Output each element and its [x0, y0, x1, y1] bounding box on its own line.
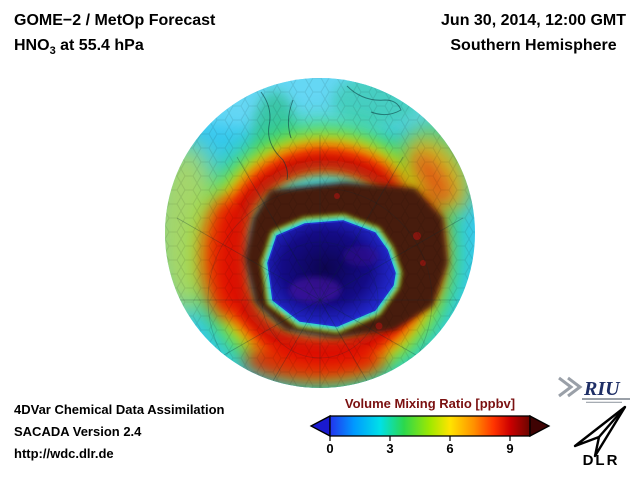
- hex-pixel-texture: [165, 78, 475, 388]
- colorbar-tick: 9: [506, 441, 514, 456]
- colorbar-gradient-bar: [329, 415, 531, 437]
- riu-underline: [582, 398, 630, 403]
- species-level-title: HNO3 at 55.4 hPa: [14, 33, 215, 64]
- plot-datetime-block: Jun 30, 2014, 12:00 GMT Southern Hemisph…: [441, 8, 626, 58]
- colorbar-label: Volume Mixing Ratio [ppbv]: [344, 396, 516, 411]
- species-prefix: HNO: [14, 37, 50, 54]
- riu-logo: RIU: [558, 376, 630, 403]
- instrument-title: GOME−2 / MetOp Forecast: [14, 12, 216, 29]
- colorbar-right-arrow: [529, 414, 551, 438]
- footer-credits: 4DVar Chemical Data Assimilation SACADA …: [14, 399, 225, 465]
- colorbar-tick: 0: [326, 441, 334, 456]
- riu-wordmark: RIU: [583, 378, 621, 400]
- credit-line: 4DVar Chemical Data Assimilation: [14, 402, 225, 417]
- dlr-logo: DLR: [573, 405, 627, 468]
- version-line: SACADA Version 2.4: [14, 424, 142, 439]
- region-text: Southern Hemisphere: [450, 37, 617, 54]
- datetime-text: Jun 30, 2014, 12:00 GMT: [441, 12, 626, 29]
- species-suffix: at 55.4 hPa: [55, 37, 144, 54]
- colorbar: [309, 414, 551, 441]
- colorbar-tick: 6: [446, 441, 454, 456]
- colorbar-left-arrow: [309, 414, 331, 438]
- dlr-wordmark: DLR: [583, 452, 620, 468]
- hemisphere-map: [165, 78, 475, 388]
- species-subscript: 3: [49, 45, 56, 58]
- riu-chevron-icon: [558, 376, 583, 398]
- colorbar-tick-marks: [329, 436, 511, 441]
- url-text: http://wdc.dlr.de: [14, 446, 114, 461]
- plot-title-block: GOME−2 / MetOp Forecast HNO3 at 55.4 hPa: [14, 8, 215, 64]
- colorbar-tick: 3: [386, 441, 394, 456]
- dlr-emblem-icon: [573, 405, 627, 458]
